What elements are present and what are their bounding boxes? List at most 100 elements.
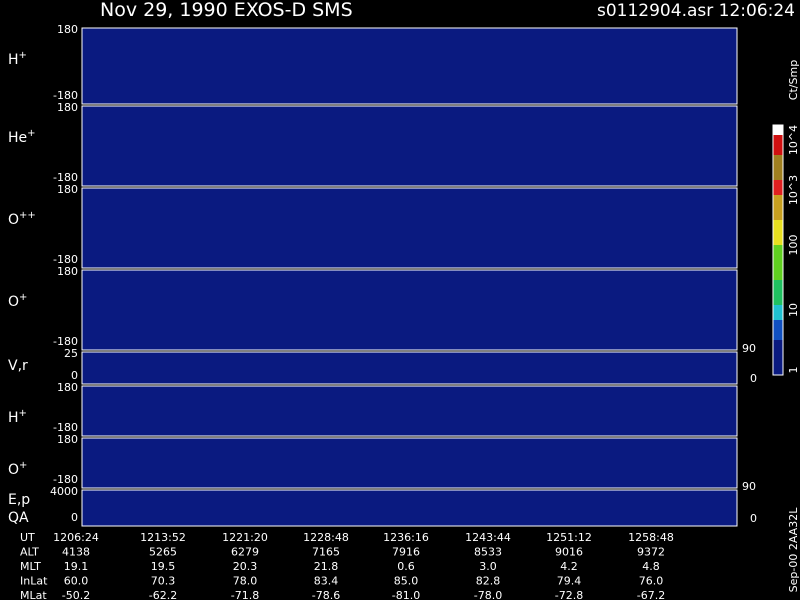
row-name: ALT <box>20 546 39 559</box>
panel-label-text: E,p <box>8 492 30 508</box>
cell-value: -78.6 <box>312 589 340 600</box>
cell-value: -50.2 <box>62 589 90 600</box>
row-name: InLat <box>20 575 48 588</box>
colorbar-label: 10^3 <box>787 175 800 205</box>
cell-value: 4.2 <box>560 560 578 573</box>
cell-value: 1228:48 <box>303 531 349 544</box>
y-tick-label: 180 <box>57 433 78 446</box>
panel-label-sup: ++ <box>19 210 36 221</box>
cell-value: 9372 <box>637 546 665 559</box>
y-tick-label: -180 <box>53 421 78 434</box>
panel-label-text: V,r <box>8 358 28 374</box>
cell-value: 7916 <box>392 546 420 559</box>
file-label: s0112904.asr 12:06:24 <box>597 1 795 21</box>
y-tick-label: 180 <box>57 265 78 278</box>
y-tick-label: 180 <box>57 101 78 114</box>
y-tick-label: 180 <box>57 23 78 36</box>
cell-value: 82.8 <box>476 575 501 588</box>
colorbar-label: 10^4 <box>787 125 800 155</box>
cell-value: 19.5 <box>151 560 176 573</box>
cell-value: 21.8 <box>314 560 339 573</box>
cell-value: -71.8 <box>231 589 259 600</box>
cell-value: 1243:44 <box>465 531 511 544</box>
panel-label-sup: + <box>19 408 27 419</box>
colorbar-unit: Ct/Smp <box>787 60 800 100</box>
cell-value: 3.0 <box>479 560 497 573</box>
panel <box>81 489 738 527</box>
panel-label: H+ <box>8 50 27 68</box>
panel-label-sup: + <box>27 128 35 139</box>
panel <box>81 27 738 105</box>
panel-label-sup: + <box>19 50 27 61</box>
right-tick-label: 0 <box>750 512 757 525</box>
panel-label: H+ <box>8 408 27 426</box>
right-tick-label: 0 <box>750 372 757 385</box>
cell-value: 4.8 <box>642 560 660 573</box>
cell-value: 7165 <box>312 546 340 559</box>
colorbar-segment <box>773 125 783 135</box>
right-tick-label: 90 <box>742 480 756 493</box>
panel-label: E,p <box>8 492 30 508</box>
cell-value: 1258:48 <box>628 531 674 544</box>
cell-value: 1213:52 <box>140 531 186 544</box>
y-tick-label: 180 <box>57 183 78 196</box>
panel <box>81 385 738 437</box>
panel <box>81 437 738 489</box>
colorbar-segment <box>773 180 783 195</box>
colorbar-segment <box>773 220 783 245</box>
cell-value: 1236:16 <box>383 531 429 544</box>
colorbar-segment <box>773 135 783 155</box>
panel <box>81 105 738 187</box>
cell-value: 1251:12 <box>546 531 592 544</box>
cell-value: -81.0 <box>392 589 420 600</box>
row-name: MLT <box>20 560 41 573</box>
panel-label-text: O <box>8 294 19 310</box>
cell-value: 9016 <box>555 546 583 559</box>
colorbar-segment <box>773 320 783 340</box>
row-name: MLat <box>20 589 47 600</box>
y-tick-label: 25 <box>64 347 78 360</box>
colorbar-segment <box>773 305 783 320</box>
y-tick-label: 0 <box>71 369 78 382</box>
y-tick-label: -180 <box>53 171 78 184</box>
y-tick-label: 4000 <box>50 485 78 498</box>
cell-value: 4138 <box>62 546 90 559</box>
cell-value: 0.6 <box>397 560 415 573</box>
cell-value: 8533 <box>474 546 502 559</box>
panel-label-sup: + <box>19 460 27 471</box>
cell-value: 76.0 <box>639 575 664 588</box>
panel-label: He+ <box>8 128 36 146</box>
y-tick-label: 0 <box>71 511 78 524</box>
colorbar-segment <box>773 155 783 180</box>
cell-value: 19.1 <box>64 560 89 573</box>
colorbar-segment <box>773 280 783 305</box>
colorbar-segment <box>773 340 783 375</box>
colorbar-label: 100 <box>787 235 800 256</box>
panel-label-text: O <box>8 212 19 228</box>
cell-value: -67.2 <box>637 589 665 600</box>
cell-value: 85.0 <box>394 575 419 588</box>
colorbar-label: 1 <box>787 367 800 374</box>
panel-label: QA <box>8 510 29 526</box>
cell-value: 78.0 <box>233 575 258 588</box>
colorbar-segment <box>773 245 783 280</box>
y-tick-label: -180 <box>53 89 78 102</box>
panel-label-text: O <box>8 462 19 478</box>
cell-value: -72.8 <box>555 589 583 600</box>
cell-value: 6279 <box>231 546 259 559</box>
cell-value: 5265 <box>149 546 177 559</box>
panel-label-sup: + <box>19 292 27 303</box>
cell-value: -62.2 <box>149 589 177 600</box>
cell-value: 1206:24 <box>53 531 99 544</box>
panel <box>81 351 738 385</box>
cell-value: 79.4 <box>557 575 582 588</box>
cell-value: 70.3 <box>151 575 176 588</box>
right-tick-label: 90 <box>742 342 756 355</box>
panel <box>81 269 738 351</box>
row-name: UT <box>20 531 35 544</box>
panel-label-text: He <box>8 130 27 146</box>
y-tick-label: 180 <box>57 381 78 394</box>
y-tick-label: -180 <box>53 473 78 486</box>
panel-label: O+ <box>8 460 27 478</box>
